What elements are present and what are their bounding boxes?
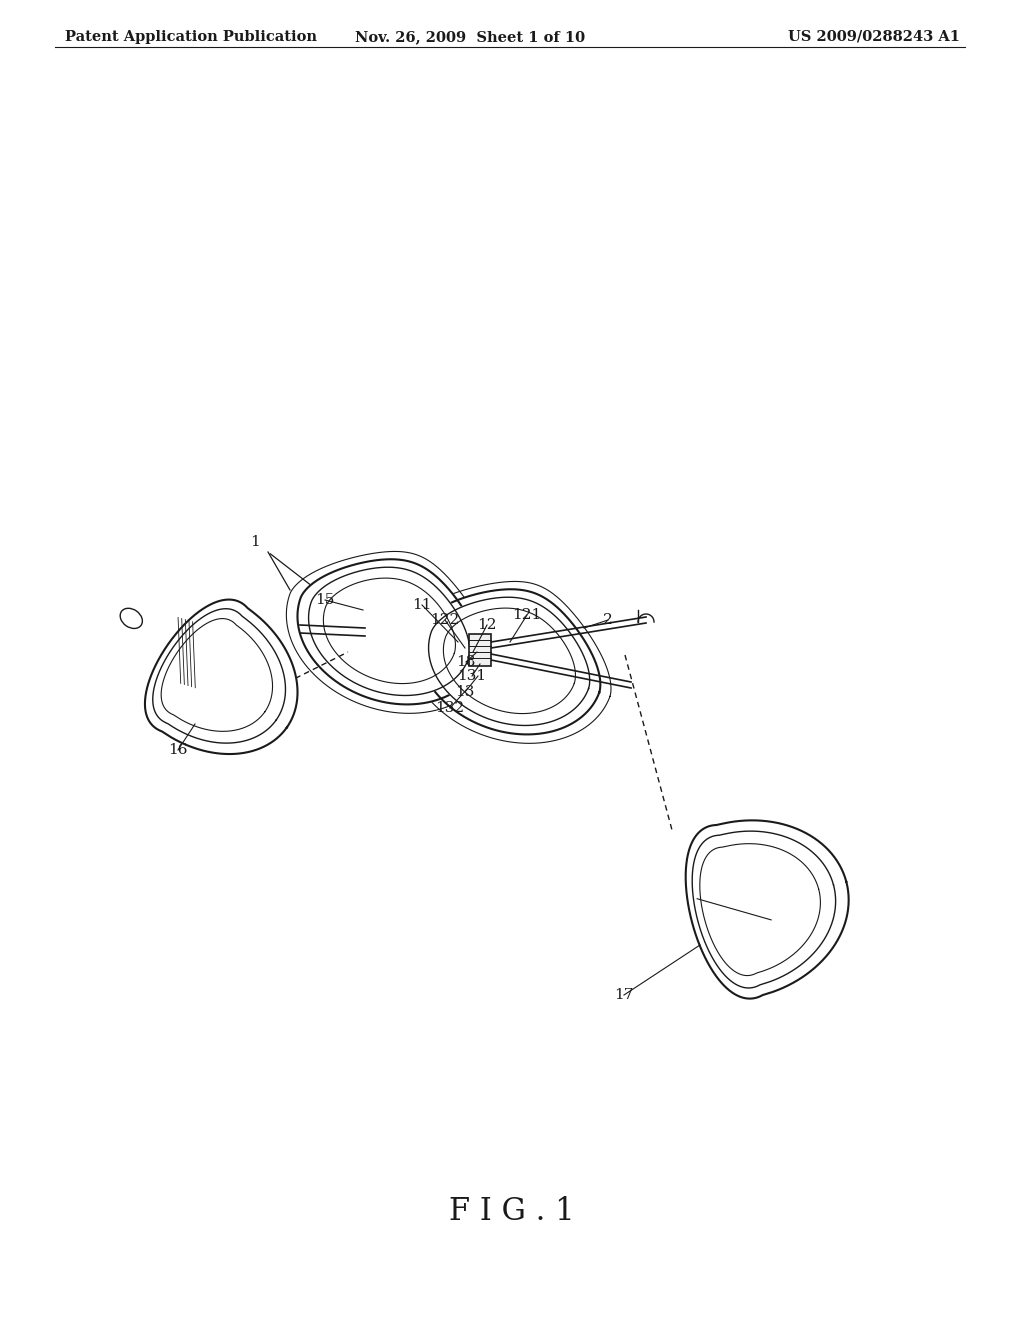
- Polygon shape: [686, 820, 849, 999]
- Text: 15: 15: [315, 593, 335, 607]
- Text: 18: 18: [457, 655, 476, 669]
- Bar: [469, 634, 490, 667]
- Text: 12: 12: [477, 618, 497, 632]
- Text: F I G . 1: F I G . 1: [450, 1196, 574, 1228]
- Text: 13: 13: [456, 685, 475, 700]
- Polygon shape: [308, 568, 470, 696]
- Polygon shape: [153, 609, 286, 743]
- Polygon shape: [407, 581, 611, 743]
- Text: 132: 132: [435, 701, 465, 715]
- Text: 11: 11: [413, 598, 432, 612]
- Text: 16: 16: [168, 743, 187, 756]
- Text: 1: 1: [250, 535, 260, 549]
- Text: 121: 121: [512, 609, 542, 622]
- Text: Nov. 26, 2009  Sheet 1 of 10: Nov. 26, 2009 Sheet 1 of 10: [355, 30, 585, 44]
- Polygon shape: [692, 832, 836, 987]
- Polygon shape: [418, 589, 600, 734]
- Ellipse shape: [120, 609, 142, 628]
- Text: 122: 122: [430, 612, 460, 627]
- Text: Patent Application Publication: Patent Application Publication: [65, 30, 317, 44]
- Polygon shape: [429, 597, 590, 726]
- Polygon shape: [161, 619, 272, 731]
- Text: US 2009/0288243 A1: US 2009/0288243 A1: [788, 30, 961, 44]
- Polygon shape: [145, 599, 298, 754]
- Text: 131: 131: [458, 669, 486, 682]
- Polygon shape: [699, 843, 820, 975]
- Text: 2: 2: [603, 612, 613, 627]
- Text: 17: 17: [614, 987, 634, 1002]
- Polygon shape: [297, 560, 480, 705]
- Polygon shape: [287, 552, 490, 713]
